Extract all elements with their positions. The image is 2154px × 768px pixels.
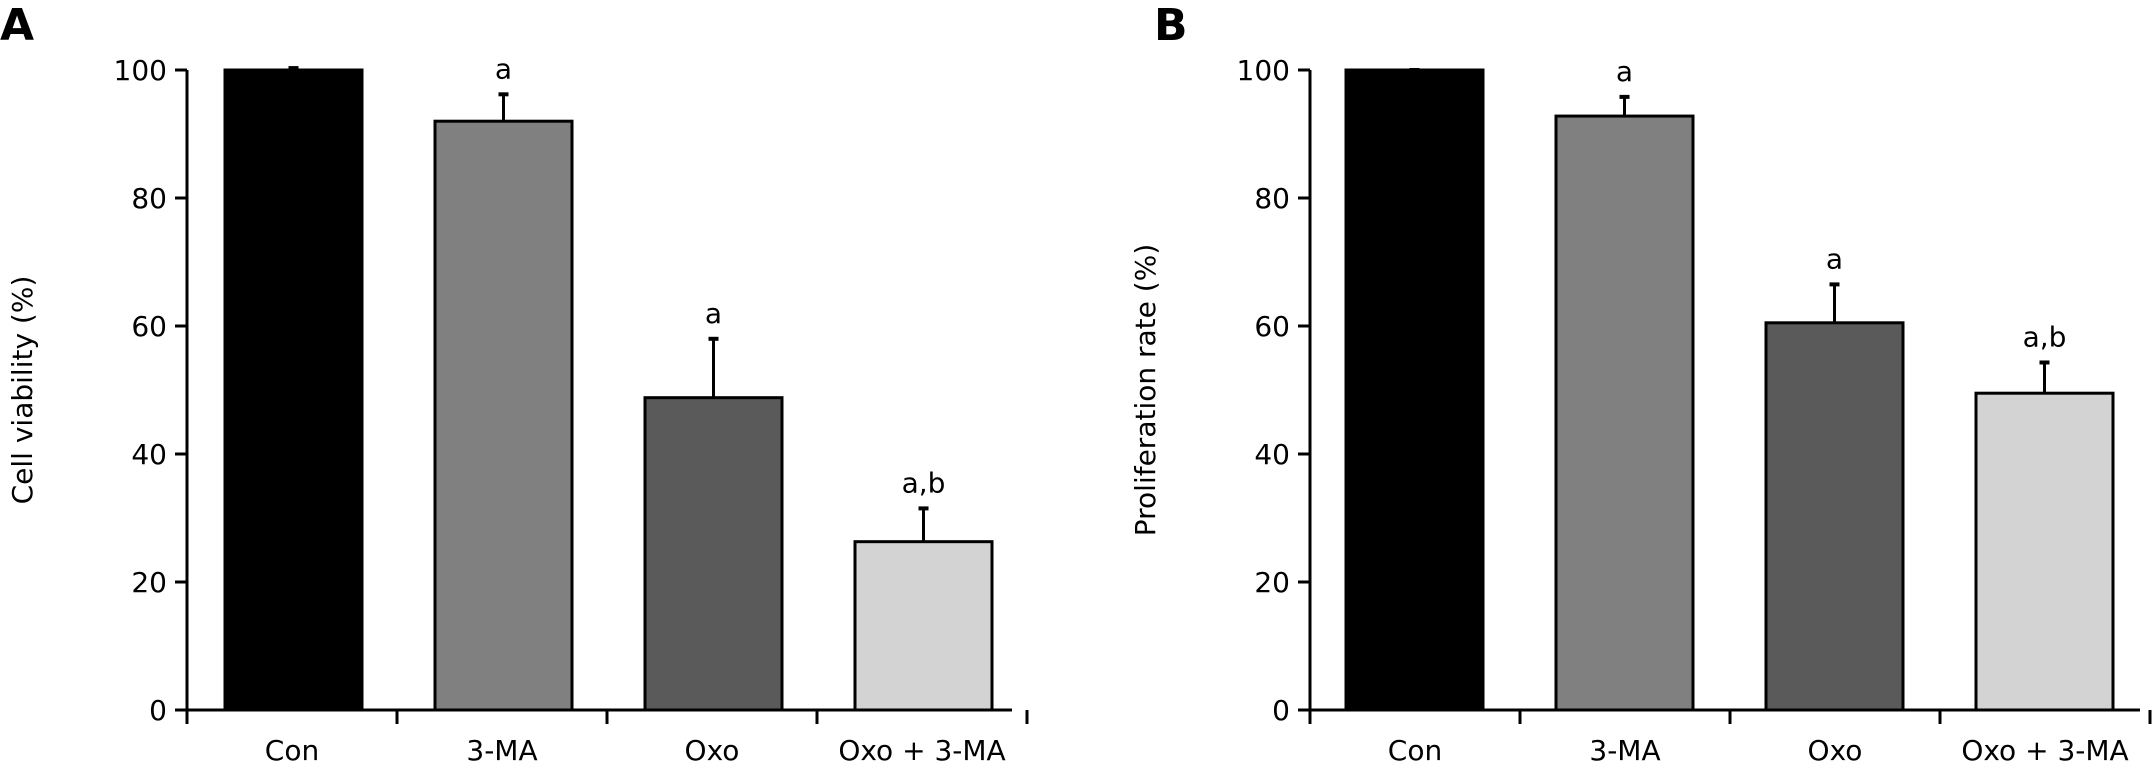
x-tick-label: Oxo	[685, 734, 740, 767]
bar-con	[1344, 68, 1485, 712]
x-tick-label: Oxo + 3-MA	[838, 734, 1005, 767]
y-tick-label: 80	[1254, 182, 1290, 215]
x-tick-label: Con	[265, 734, 319, 767]
bar-3-ma	[433, 119, 574, 712]
y-tick-label: 0	[149, 694, 167, 727]
bar-con	[223, 68, 364, 712]
y-tick-label: 60	[1254, 310, 1290, 343]
y-tick-label: 20	[1254, 566, 1290, 599]
y-tick-label: 20	[131, 566, 167, 599]
panel-label: B	[1154, 0, 1188, 51]
bar-oxo-3-ma	[853, 540, 994, 712]
y-tick-label: 40	[131, 438, 167, 471]
x-tick-label: Con	[1388, 734, 1442, 767]
x-tick-label: Oxo + 3-MA	[1961, 734, 2128, 767]
y-tick-label: 100	[1237, 54, 1290, 87]
significance-label: a,b	[902, 466, 946, 499]
y-tick-label: 0	[1272, 694, 1290, 727]
y-tick-label: 100	[114, 54, 167, 87]
significance-label: a	[495, 52, 512, 85]
bar-oxo	[643, 396, 784, 712]
x-tick-label: Oxo	[1808, 734, 1863, 767]
significance-label: a	[705, 297, 722, 330]
y-tick-label: 60	[131, 310, 167, 343]
x-tick-label: 3-MA	[1589, 734, 1660, 767]
panel-label: A	[0, 0, 34, 51]
y-tick-label: 40	[1254, 438, 1290, 471]
significance-label: a	[1616, 55, 1633, 88]
chart-panel-b: B 0 20 40 60 80 100 Proliferation rate (%) Con a 3…	[1129, 0, 2152, 767]
significance-label: a	[1826, 242, 1843, 275]
bar-oxo-3-ma	[1974, 391, 2115, 712]
bar-oxo	[1764, 321, 1905, 712]
y-tick-label: 80	[131, 182, 167, 215]
bar-3-ma	[1554, 114, 1695, 712]
significance-label: a,b	[2023, 320, 2067, 353]
x-tick-label: 3-MA	[466, 734, 537, 767]
y-axis-title: Proliferation rate (%)	[1129, 244, 1162, 537]
chart-panel-a: A 0 20 40 60 80 100 Cell viability (%) Con a 3-MA a…	[0, 0, 1029, 767]
y-axis-title: Cell viability (%)	[6, 276, 39, 505]
